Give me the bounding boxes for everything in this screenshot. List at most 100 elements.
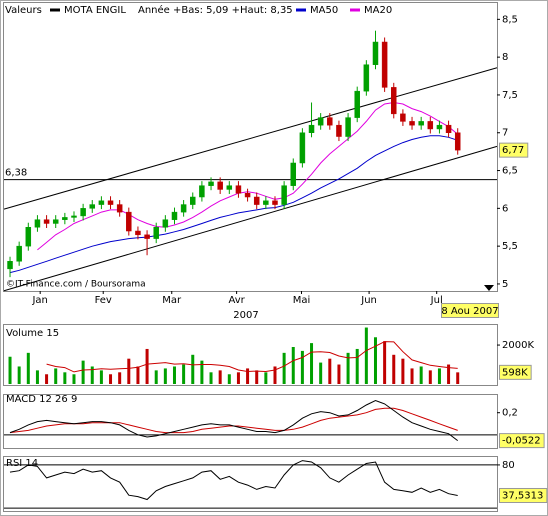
candle-body (272, 200, 278, 205)
indicator-line (9, 399, 459, 441)
candle-body (454, 132, 461, 151)
y-tick-label: 5 (502, 279, 508, 290)
rsi-frame (3, 456, 498, 512)
volume-bar (410, 368, 414, 384)
candle-body (126, 211, 132, 232)
support-label: 6,38 (5, 168, 27, 179)
legend-entry: MA20 (364, 5, 392, 16)
volume-bar (282, 352, 286, 384)
price-frame (3, 2, 498, 292)
candle-body (317, 117, 324, 126)
candle-body (244, 192, 251, 198)
plot-layer: 5 5,5 6 6,5 7 7,5 8 8,5 Jan Fev Mar Avr Mai Jun Jul 6,3… (3, 14, 548, 509)
candle-body (52, 219, 59, 224)
volume-bar (419, 366, 423, 384)
candle-body (445, 124, 452, 133)
y-tick-label: 7 (502, 128, 508, 139)
x-tick-label: Jul (430, 295, 443, 306)
candle-body (400, 113, 406, 122)
volume-bar (209, 372, 213, 384)
candle-body (253, 196, 260, 205)
candle-body (80, 208, 86, 217)
candle-body (7, 261, 13, 270)
x-tick-label: Fev (95, 295, 112, 306)
volume-bar (227, 374, 231, 384)
moving-average (9, 135, 458, 274)
candle-body (135, 230, 141, 236)
candle-body (98, 200, 105, 205)
y-tick-label: 6 (502, 203, 508, 214)
volume-bar (428, 370, 432, 384)
candle-body (43, 219, 50, 224)
y-tick-label: 80 (502, 460, 515, 471)
volume-bar (255, 370, 259, 384)
volume-bar (182, 364, 186, 384)
legend-name: MOTA ENGIL (64, 5, 126, 16)
y-tick-label: 0,2 (502, 408, 518, 419)
volume-bar (26, 352, 30, 384)
volume-bar (437, 368, 441, 384)
volume-bar (17, 366, 21, 384)
candle-body (190, 196, 196, 205)
volume-bar (63, 372, 67, 384)
last-value-box (499, 364, 532, 380)
volume-bar (355, 348, 359, 384)
y-tick-label: 7,5 (502, 90, 518, 101)
date-label: 8 Aou 2007 (441, 306, 498, 317)
volume-bar (264, 372, 268, 384)
volume-bar (136, 366, 140, 384)
legend-entry: MA50 (310, 5, 338, 16)
candle-body (226, 185, 233, 190)
x-tick-label: Jan (31, 295, 47, 306)
volume-frame (3, 324, 498, 386)
volume-bar (90, 366, 94, 384)
panel-title: Volume 15 (6, 328, 59, 339)
candle-body (418, 121, 424, 126)
candle-body (281, 185, 287, 205)
y-tick-label: 8 (502, 52, 508, 63)
candle-body (354, 90, 360, 118)
volume-bar (218, 370, 222, 384)
candle-body (25, 226, 32, 247)
volume-bar (8, 356, 12, 384)
volume-bar (392, 354, 396, 384)
volume-bar (328, 358, 332, 384)
volume-bar (163, 368, 167, 384)
candle-body (162, 219, 169, 228)
volume-bar (109, 374, 113, 384)
macd-frame (3, 394, 498, 449)
volume-bar (99, 370, 103, 384)
candle-body (363, 64, 370, 92)
candle-body (116, 204, 123, 213)
candle-body (327, 117, 333, 126)
panel-title: MACD 12 26 9 (6, 394, 77, 405)
volume-bar (273, 366, 277, 384)
candle-body (372, 41, 379, 65)
last-value-label: 37,5313 (502, 490, 543, 501)
last-value-box (499, 487, 548, 503)
candle-body (299, 132, 306, 164)
candle-body (235, 185, 242, 194)
volume-bar (401, 358, 405, 384)
credit: ©IT-Finance.com / Boursorama (6, 280, 146, 290)
y-tick-label: 6,5 (502, 166, 518, 177)
volume-bar (310, 343, 314, 384)
volume-bar (45, 374, 49, 384)
y-tick-label: 8,5 (502, 14, 518, 25)
candle-body (199, 185, 205, 198)
volume-bar (200, 360, 204, 384)
volume-average (46, 341, 458, 373)
volume-bar (456, 372, 460, 384)
volume-bar (383, 341, 387, 384)
candle-body (71, 215, 77, 218)
candle-body (153, 226, 159, 239)
y-tick-label: 5,5 (502, 241, 518, 252)
volume-bar (346, 352, 350, 384)
volume-bar (81, 360, 85, 384)
candle-body (391, 87, 397, 115)
legend-title: Valeurs (5, 5, 42, 16)
volume-bar (300, 350, 304, 384)
x-tick-label: Mai (293, 295, 311, 306)
volume-bar (145, 348, 149, 384)
volume-bar (364, 327, 368, 384)
